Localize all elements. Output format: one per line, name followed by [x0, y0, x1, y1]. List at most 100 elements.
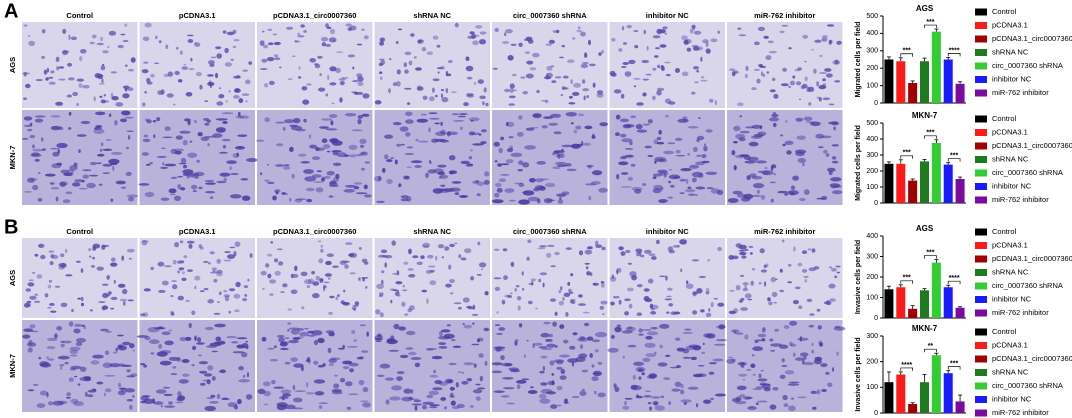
cell [226, 335, 237, 339]
cell [584, 125, 593, 130]
cell [102, 292, 109, 299]
cell [177, 391, 182, 397]
cell [601, 283, 605, 288]
significance-label: *** [903, 48, 911, 55]
cell [684, 38, 692, 44]
cell [831, 144, 839, 147]
cell [760, 269, 768, 273]
cell [426, 394, 434, 399]
cell [646, 45, 649, 51]
cell [440, 93, 444, 98]
cell [648, 278, 654, 284]
cell [408, 60, 413, 66]
cell [356, 356, 364, 360]
cell [570, 299, 574, 304]
cell [600, 280, 605, 284]
cell [454, 192, 460, 196]
y-tick-label: 100 [866, 384, 878, 391]
cell [703, 145, 708, 152]
cell [696, 288, 703, 294]
cell [326, 170, 335, 176]
cell [601, 50, 604, 54]
cell [334, 374, 338, 377]
cell [554, 311, 558, 316]
micrograph [257, 238, 373, 318]
cell [779, 30, 785, 34]
cell [327, 347, 332, 354]
cell [635, 366, 646, 372]
cell [356, 43, 363, 46]
cell [185, 92, 193, 97]
cell [269, 279, 277, 284]
cell [685, 283, 694, 290]
cell [790, 185, 796, 190]
cell [62, 49, 68, 56]
cell [550, 65, 555, 68]
cell [269, 358, 279, 362]
cell [765, 263, 769, 268]
cell [434, 122, 440, 125]
cell [581, 61, 590, 65]
cell [379, 71, 383, 74]
cell [485, 102, 489, 107]
cell [301, 86, 308, 91]
cell [438, 175, 443, 180]
cell [140, 313, 146, 317]
micrograph [139, 110, 255, 205]
cell [381, 279, 384, 285]
cell [494, 286, 501, 291]
cell [117, 382, 122, 388]
cell [333, 383, 340, 389]
cell [191, 364, 195, 367]
cell [803, 189, 810, 195]
cell [584, 53, 588, 58]
y-tick-label: 400 [866, 136, 878, 143]
cell [757, 26, 766, 32]
cell [49, 261, 54, 266]
cell [128, 68, 135, 72]
cell [659, 171, 669, 176]
cell [510, 369, 520, 373]
cell [752, 354, 755, 357]
cell [361, 167, 365, 171]
cell [579, 390, 587, 396]
cell [23, 97, 27, 100]
cell [429, 117, 440, 120]
cell [698, 275, 707, 279]
cell [769, 181, 776, 184]
cell [34, 293, 38, 296]
cell [817, 325, 822, 330]
cell [142, 312, 149, 317]
cell [164, 126, 171, 131]
cell [581, 142, 592, 146]
cell [78, 149, 81, 154]
cell [818, 146, 824, 149]
cell [373, 176, 383, 182]
cell [391, 385, 403, 391]
cell [216, 393, 221, 400]
cell [48, 76, 54, 79]
cell [384, 255, 393, 259]
cell [516, 296, 522, 301]
cell [339, 260, 347, 266]
cell [480, 268, 484, 271]
cell [375, 340, 382, 342]
cell [787, 263, 792, 267]
cell [435, 131, 447, 136]
cell [46, 346, 56, 350]
cell [44, 293, 49, 298]
cell [404, 69, 409, 74]
significance-label: *** [926, 19, 934, 26]
cell [235, 115, 244, 119]
cell [208, 80, 212, 86]
cell [149, 339, 160, 345]
cell [48, 250, 55, 253]
cell [339, 97, 343, 103]
bar [919, 61, 930, 103]
cell [130, 57, 136, 63]
cell [318, 402, 329, 405]
cell [269, 293, 274, 296]
cell [648, 253, 656, 257]
cell [739, 115, 743, 118]
cell [454, 242, 458, 245]
